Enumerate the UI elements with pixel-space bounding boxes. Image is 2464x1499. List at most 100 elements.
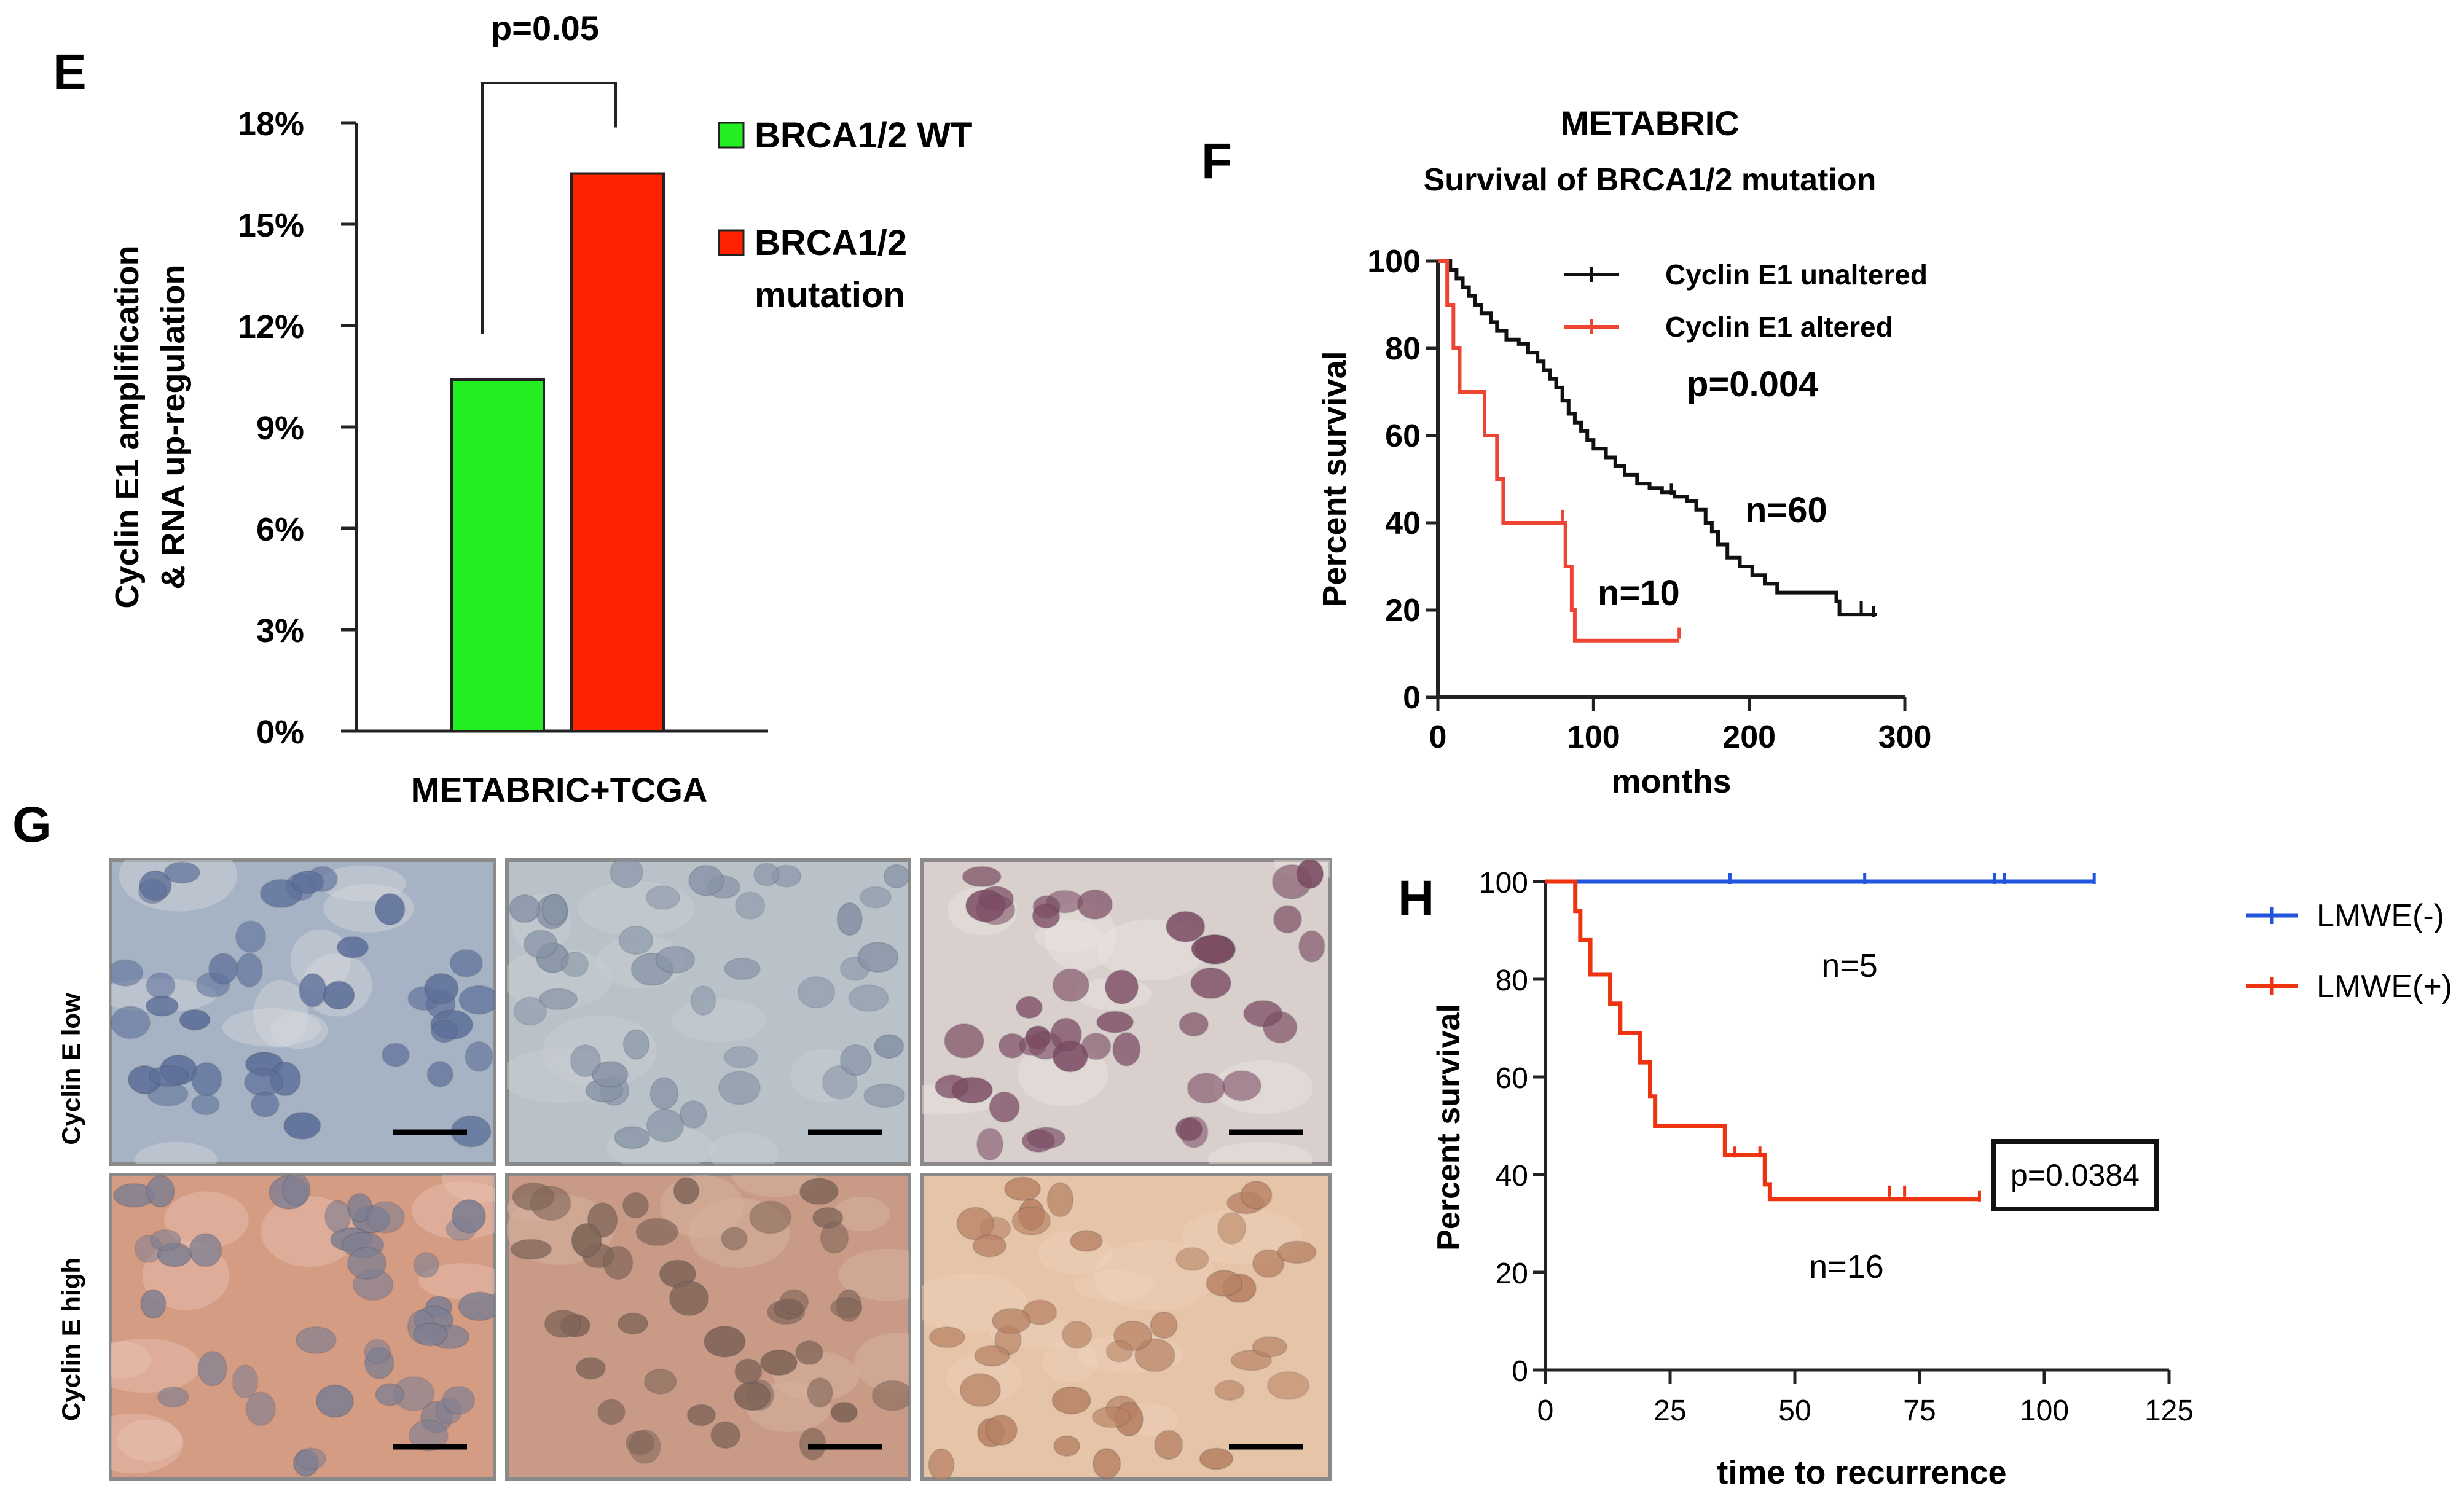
legend-swatch-mutation	[718, 229, 745, 256]
cell-nucleus	[544, 1309, 582, 1338]
cell-nucleus	[797, 976, 836, 1009]
cell-nucleus	[759, 1349, 798, 1376]
cell-nucleus	[1046, 1182, 1074, 1218]
cell-nucleus	[322, 980, 355, 1010]
cell-nucleus	[935, 1074, 969, 1099]
legend-label-lmwe-pos: LMWE(+)	[2317, 969, 2452, 1004]
x-tick-label: 300	[1878, 719, 1932, 755]
cell-nucleus	[413, 1251, 440, 1278]
cell-nucleus	[1266, 1371, 1310, 1400]
bar-brca-mutation	[570, 172, 665, 732]
cell-nucleus	[883, 864, 909, 889]
cell-nucleus	[148, 1065, 189, 1087]
cell-nucleus	[1222, 1070, 1262, 1102]
cell-nucleus	[245, 1391, 277, 1427]
cell-nucleus	[1273, 905, 1303, 934]
g-row-label-low: Cyclin E low	[57, 993, 85, 1145]
panel-label-h: H	[1398, 871, 1434, 926]
cell-nucleus	[723, 1046, 758, 1068]
micrograph-tile	[505, 1173, 911, 1481]
cell-nucleus	[669, 1280, 709, 1317]
e-xlabel: METABRIC+TCGA	[411, 770, 708, 809]
stroma-patch	[270, 1012, 328, 1049]
cell-nucleus	[570, 1044, 602, 1078]
h-xlabel: time to recurrence	[1717, 1454, 2006, 1491]
e-y-tick-label: 12%	[238, 308, 304, 345]
panel-label-g: G	[12, 797, 52, 853]
cell-nucleus	[458, 985, 495, 1015]
micrograph-tile	[920, 1173, 1332, 1481]
cell-nucleus	[1104, 969, 1139, 1004]
cell-nucleus	[336, 936, 369, 958]
cell-nucleus	[646, 1108, 685, 1143]
y-tick-label: 100	[1367, 244, 1421, 280]
x-tick-label: 75	[1903, 1395, 1936, 1427]
stroma-patch	[253, 980, 308, 1048]
cell-nucleus	[962, 866, 1002, 888]
h-pvalue: p=0.0384	[2011, 1158, 2140, 1192]
cell-nucleus	[1051, 1386, 1091, 1415]
y-tick-label: 60	[1496, 1062, 1528, 1095]
cell-nucleus	[374, 893, 406, 926]
cell-nucleus	[673, 1177, 700, 1205]
cell-nucleus	[1105, 1340, 1134, 1363]
cell-nucleus	[724, 957, 761, 980]
cell-nucleus	[649, 1077, 679, 1110]
cell-nucleus	[523, 930, 558, 959]
stroma-patch	[290, 929, 351, 992]
cell-nucleus	[375, 1383, 405, 1406]
micrograph-tile	[505, 858, 911, 1166]
cell-nucleus	[530, 1186, 571, 1221]
cell-nucleus	[191, 1094, 220, 1116]
cell-nucleus	[972, 1234, 1007, 1258]
cell-nucleus	[830, 1297, 863, 1318]
cell-nucleus	[1052, 968, 1090, 1003]
f-pvalue: p=0.004	[1687, 364, 1818, 404]
x-tick-label: 200	[1722, 719, 1776, 755]
cell-nucleus	[452, 1199, 486, 1234]
cell-nucleus	[426, 1061, 453, 1087]
cell-nucleus	[1150, 1311, 1178, 1339]
cell-nucleus	[291, 870, 324, 894]
cell-nucleus	[874, 1034, 904, 1059]
cell-nucleus	[347, 1247, 387, 1280]
cell-nucleus	[686, 1404, 716, 1427]
x-tick-label: 0	[1537, 1395, 1554, 1427]
cell-nucleus	[928, 1326, 965, 1348]
cell-nucleus	[1187, 1072, 1226, 1104]
cell-nucleus	[382, 1043, 410, 1067]
cell-nucleus	[1154, 1430, 1183, 1460]
cell-nucleus	[1298, 930, 1325, 963]
legend-label-mutation-2: mutation	[755, 275, 905, 315]
stroma-patch	[672, 998, 766, 1043]
y-tick-label: 0	[1403, 680, 1421, 716]
f-subtitle: Survival of BRCA1/2 mutation	[1424, 162, 1877, 198]
significance-bracket	[481, 82, 617, 334]
cell-nucleus	[1240, 1181, 1273, 1210]
x-tick-label: 125	[2144, 1395, 2194, 1427]
e-y-tick-label: 3%	[256, 613, 304, 649]
cell-nucleus	[928, 1448, 955, 1479]
cell-nucleus	[208, 953, 238, 985]
cell-nucleus	[1061, 1320, 1093, 1349]
cell-nucleus	[283, 1111, 321, 1140]
legend-label-lmwe-neg: LMWE(-)	[2317, 898, 2444, 934]
cell-nucleus	[1091, 1406, 1131, 1428]
cell-nucleus	[146, 972, 176, 999]
cell-nucleus	[145, 995, 179, 1017]
e-y-tick-label: 15%	[238, 207, 304, 244]
cell-nucleus	[1271, 864, 1312, 900]
cell-nucleus	[1053, 1435, 1081, 1457]
cell-nucleus	[1134, 1338, 1175, 1372]
cell-nucleus	[614, 1126, 651, 1149]
cell-nucleus	[513, 996, 547, 1026]
cell-nucleus	[1032, 903, 1061, 929]
cell-nucleus	[655, 945, 696, 974]
legend-label-altered: Cyclin E1 altered	[1665, 311, 1893, 343]
cell-nucleus	[985, 1414, 1018, 1446]
cell-nucleus	[748, 1200, 792, 1234]
stroma-patch	[111, 1341, 151, 1379]
panel-label-e: E	[53, 44, 87, 100]
cell-nucleus	[643, 1368, 677, 1395]
cell-nucleus	[734, 1381, 771, 1411]
